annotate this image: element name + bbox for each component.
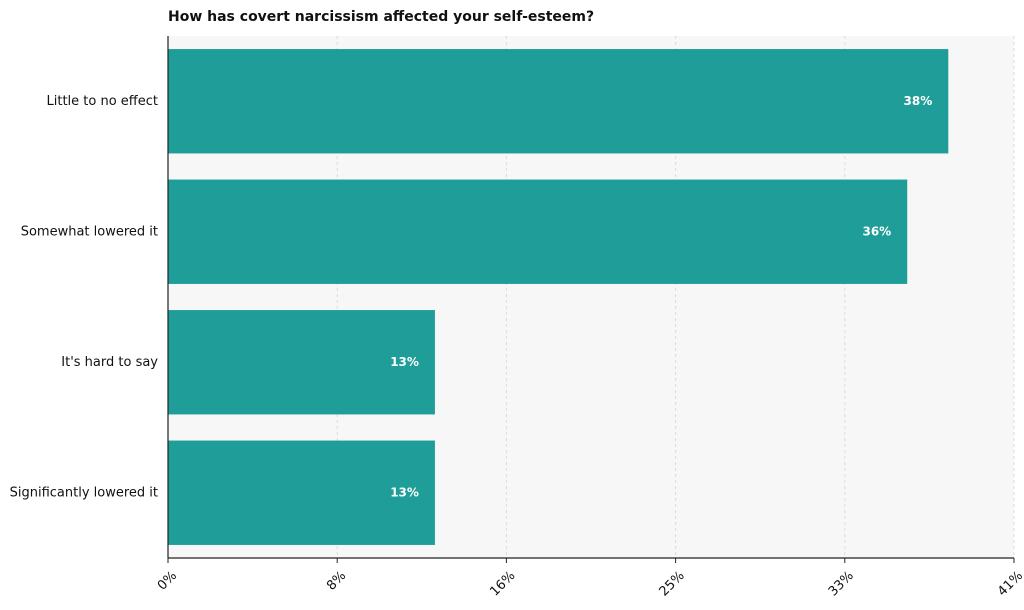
data-label: 13%	[390, 485, 419, 499]
x-tick-label: 16%	[487, 568, 518, 599]
category-label: Significantly lowered it	[10, 485, 158, 500]
category-label: Little to no effect	[47, 94, 159, 109]
bar	[168, 440, 435, 545]
bar	[168, 310, 435, 415]
category-label: Somewhat lowered it	[21, 224, 158, 239]
x-tick-label: 41%	[995, 568, 1024, 599]
chart-title: How has covert narcissism affected your …	[168, 9, 594, 25]
bars	[168, 49, 949, 545]
data-label: 38%	[904, 94, 933, 108]
category-label: It's hard to say	[61, 355, 158, 370]
data-label: 36%	[862, 224, 891, 238]
x-tick-label: 25%	[657, 568, 688, 599]
bar	[168, 49, 949, 154]
data-label: 13%	[390, 355, 419, 369]
x-tick-label: 33%	[826, 568, 857, 599]
bar	[168, 179, 908, 284]
axes	[167, 36, 1015, 563]
x-tick-label: 8%	[324, 568, 349, 593]
x-tick-label: 0%	[155, 568, 180, 593]
